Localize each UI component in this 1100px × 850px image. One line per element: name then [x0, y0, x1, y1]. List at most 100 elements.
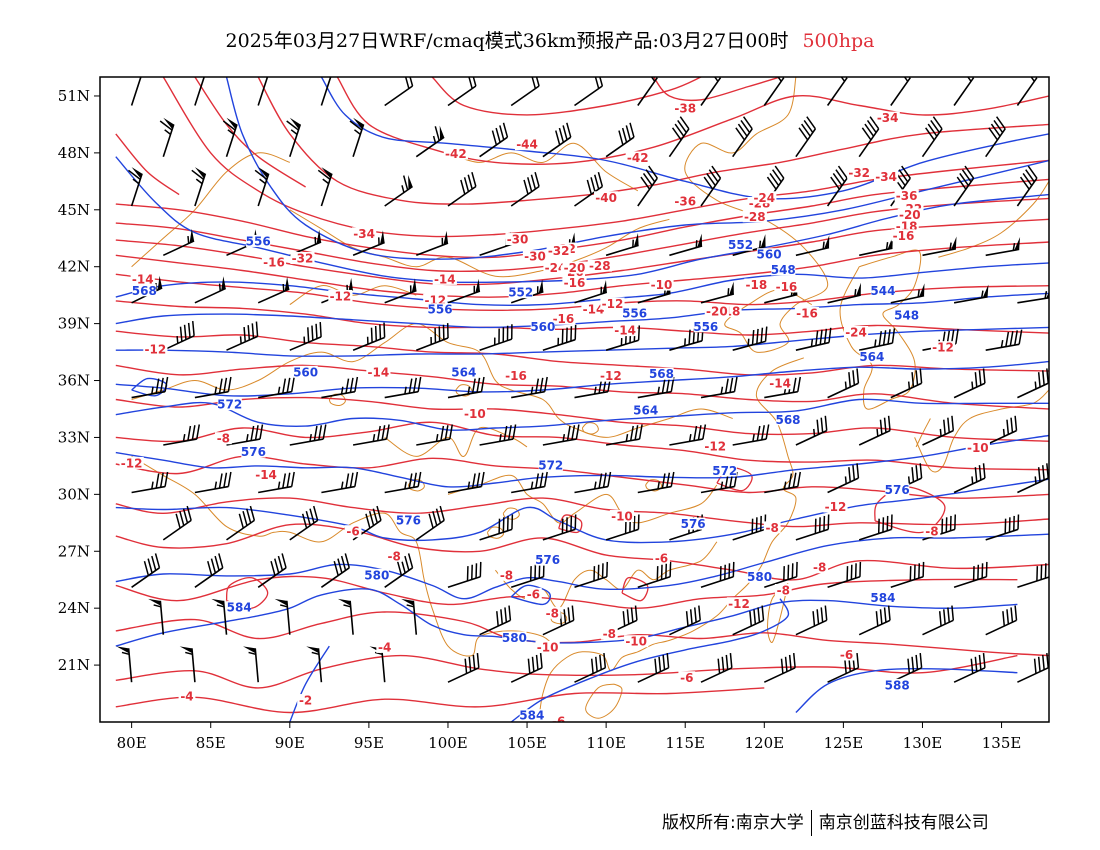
wind-barb [384, 376, 422, 399]
wind-barb [668, 116, 690, 158]
contour-label-mask [503, 369, 529, 382]
contour-label: -12 [825, 500, 847, 514]
wind-barb [384, 77, 414, 107]
contour-label: 556 [693, 320, 718, 334]
y-tick-label: 42N [58, 258, 90, 276]
contour-label-mask [293, 365, 318, 378]
wind-barb [321, 471, 359, 494]
wind-barb [795, 415, 828, 446]
temperature-isotherm [115, 575, 1018, 609]
contour-label-mask [771, 263, 796, 276]
y-tick-label: 21N [58, 656, 90, 674]
wind-barb [289, 322, 322, 351]
height-contour [289, 645, 330, 722]
height-contour [115, 434, 1049, 488]
height-contour [795, 668, 1018, 714]
title-level: 500hpa [802, 30, 875, 52]
contour-label-mask [241, 445, 266, 458]
contour-label: 588 [885, 678, 910, 692]
contour-label-mask [678, 671, 696, 684]
x-axis: 80E 85E 90E 95E 100E 105E 110E 115E 120E 125E 130E… [117, 722, 1022, 752]
contour-label: -28 [744, 210, 766, 224]
wind-barb [763, 77, 785, 106]
wind-barb [289, 505, 319, 541]
plot-frame [99, 76, 1050, 723]
wind-barb [226, 321, 259, 351]
wind-barb [194, 553, 224, 588]
wind-barb [605, 424, 643, 446]
contour-label: -4 [180, 690, 193, 704]
wind-barb [669, 233, 703, 257]
contour-label: -16 [263, 255, 285, 269]
contour-label: 580 [747, 570, 772, 584]
wind-barb [1017, 368, 1049, 399]
contour-label: -28 [589, 259, 611, 273]
contour-label-mask [763, 521, 781, 534]
contour-label-mask [551, 312, 576, 325]
contour-label-mask [581, 303, 606, 316]
contour-label-mask [756, 248, 782, 261]
contour-label-mask [600, 297, 625, 310]
contour-label: 576 [681, 517, 706, 531]
y-tick-label: 30N [58, 485, 90, 503]
wind-barb [479, 324, 513, 351]
wind-barb [637, 652, 670, 683]
wind-barb [479, 514, 514, 541]
contour-label-mask [451, 365, 476, 378]
contour-label-mask [649, 278, 674, 291]
wind-barb [542, 514, 577, 541]
x-tick-label: 135E [982, 734, 1022, 752]
plot-area: -42-38-34-44-42-32-40-36-28-24-34-36-22-… [115, 77, 1049, 722]
contour-label-mask [514, 138, 540, 151]
contour-label: -12 [932, 341, 954, 355]
wind-barb [401, 598, 418, 635]
y-tick-label: 45N [58, 201, 90, 219]
wind-barb [921, 116, 943, 158]
wind-barb [795, 605, 828, 636]
wind-barb [1017, 561, 1049, 589]
wind-barb [1017, 652, 1049, 683]
y-tick-label: 39N [58, 315, 90, 333]
wind-barb [511, 471, 548, 494]
temperature-isotherm [653, 77, 781, 102]
contour-label: -6 [655, 551, 668, 565]
contour-label-mask [624, 635, 649, 648]
contour-label: 564 [451, 365, 476, 379]
contour-label: -20 [706, 305, 728, 319]
x-tick-label: 110E [586, 734, 626, 752]
wind-barb [574, 652, 607, 683]
wind-barb [637, 376, 675, 399]
province-border [328, 393, 346, 407]
contour-label-mask [535, 640, 560, 653]
contour-label-mask [870, 284, 896, 297]
wind-barb [447, 171, 477, 207]
y-tick-label: 48N [58, 144, 90, 162]
wind-barb [700, 376, 738, 399]
contour-label: 560 [757, 248, 782, 262]
contour-label: -32 [292, 252, 314, 266]
contour-label-mask [143, 343, 168, 356]
wind-barb [415, 505, 445, 541]
temperature-isotherm [336, 77, 1049, 165]
contour-label: 548 [771, 263, 796, 277]
wind-barb [349, 117, 365, 157]
height-contour [115, 398, 1049, 431]
contour-label-mask [132, 284, 157, 297]
contour-label-mask [587, 259, 612, 272]
contour-label: -24 [845, 326, 867, 340]
wind-barb [131, 471, 169, 494]
contour-label: -16 [893, 229, 915, 243]
x-tick-label: 120E [745, 734, 785, 752]
contour-label: 548 [894, 308, 919, 322]
wind-barb [128, 167, 143, 207]
contour-label: -14 [434, 272, 456, 286]
wind-barb [479, 122, 509, 158]
wind-barb [890, 77, 911, 106]
height-contour [115, 588, 1018, 647]
wind-barb [985, 605, 1018, 636]
contour-label: -10 [464, 407, 486, 421]
contour-label-mask [873, 170, 899, 183]
wind-barb [574, 471, 612, 494]
contour-label: -44 [516, 138, 538, 152]
wind-barb [858, 514, 893, 541]
